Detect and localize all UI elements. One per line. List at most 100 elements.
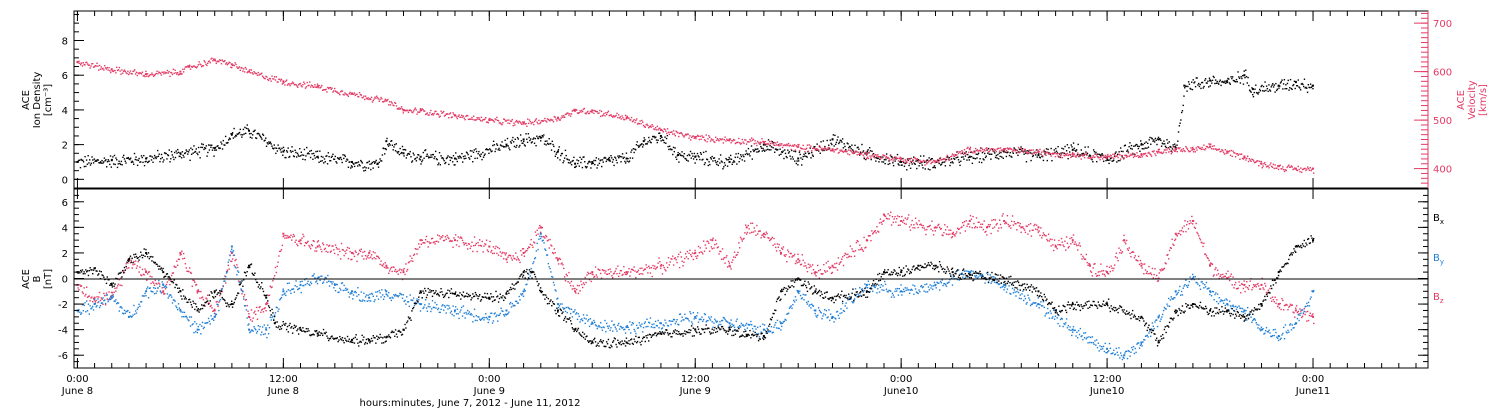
bz-point (1234, 284, 1236, 286)
by-point (272, 315, 274, 318)
by-point (101, 302, 103, 304)
velocity-point (846, 150, 848, 152)
velocity-point (914, 157, 917, 160)
velocity-point (410, 109, 412, 112)
by-point (173, 299, 175, 301)
bz-point (295, 239, 297, 241)
density-point (236, 133, 238, 135)
velocity-point (448, 116, 450, 119)
velocity-point (1168, 151, 1170, 153)
bz-point (1004, 221, 1007, 223)
velocity-point (367, 97, 369, 99)
bz-point (913, 224, 915, 226)
velocity-point (108, 67, 110, 69)
density-point (293, 155, 296, 158)
velocity-point (1260, 162, 1263, 165)
density-point (1180, 119, 1182, 121)
density-point (367, 161, 369, 164)
bz-point (859, 244, 861, 246)
density-point (968, 159, 971, 161)
density-point (78, 159, 81, 161)
velocity-point (228, 61, 230, 64)
bz-point (1225, 272, 1227, 275)
velocity-point (528, 119, 531, 121)
velocity-point (349, 91, 351, 94)
bz-point (314, 250, 316, 252)
by-point (368, 296, 371, 299)
bz-point (418, 243, 420, 245)
density-point (500, 145, 503, 147)
density-point (1140, 140, 1142, 142)
velocity-point (595, 110, 598, 113)
bz-point (954, 235, 956, 237)
density-point (1273, 84, 1276, 86)
bz-point (258, 306, 260, 309)
density-point (1136, 143, 1138, 146)
bz-point (497, 254, 500, 256)
bz-point (723, 257, 725, 259)
velocity-point (704, 139, 707, 142)
density-point (295, 156, 298, 158)
velocity-point (1143, 152, 1145, 155)
velocity-point (763, 142, 766, 145)
bz-point (1137, 255, 1140, 258)
density-point (185, 149, 187, 151)
density-point (1093, 150, 1096, 153)
velocity-point (763, 141, 765, 144)
bz-point (1307, 310, 1309, 313)
density-point (410, 156, 412, 158)
by-point (98, 301, 100, 303)
density-point (676, 154, 679, 157)
velocity-point (204, 61, 206, 63)
density-point (89, 164, 92, 166)
density-point (498, 147, 500, 150)
density-point (966, 159, 968, 161)
density-point (1230, 76, 1232, 78)
density-point (934, 167, 937, 169)
density-point (1179, 122, 1181, 124)
velocity-point (176, 72, 179, 74)
bz-point (648, 265, 650, 267)
bz-point (964, 230, 967, 232)
velocity-point (1298, 168, 1300, 171)
by-point (265, 328, 268, 331)
density-point (336, 157, 339, 159)
bz-point (698, 252, 701, 254)
velocity-point (435, 110, 437, 113)
density-point (319, 150, 321, 152)
density-point (519, 134, 522, 136)
velocity-point (447, 113, 449, 115)
density-point (811, 154, 814, 156)
velocity-point (982, 150, 985, 153)
velocity-point (933, 160, 936, 162)
bz-point (966, 225, 968, 227)
velocity-point (499, 122, 501, 124)
velocity-point (1289, 166, 1292, 168)
by-point (239, 280, 242, 283)
bz-point (137, 260, 139, 263)
density-point (103, 157, 106, 159)
velocity-point (1200, 148, 1203, 151)
density-point (960, 160, 962, 162)
velocity-point (952, 154, 955, 156)
by-point (325, 277, 327, 279)
by-point (1209, 290, 1212, 293)
density-point (530, 142, 533, 144)
velocity-point (1023, 148, 1026, 151)
bz-point (905, 223, 907, 225)
bz-point (815, 275, 817, 277)
velocity-point (1030, 149, 1033, 151)
density-point (1169, 145, 1171, 148)
bz-point (478, 239, 481, 241)
bz-point (334, 244, 337, 246)
density-point (1000, 151, 1002, 154)
velocity-point (890, 154, 892, 156)
density-point (1306, 87, 1308, 89)
density-point (369, 163, 371, 165)
by-point (122, 313, 125, 315)
bz-point (389, 268, 392, 270)
density-point (729, 158, 731, 160)
bz-point (381, 264, 383, 266)
density-point (454, 164, 456, 166)
velocity-point (932, 159, 935, 162)
